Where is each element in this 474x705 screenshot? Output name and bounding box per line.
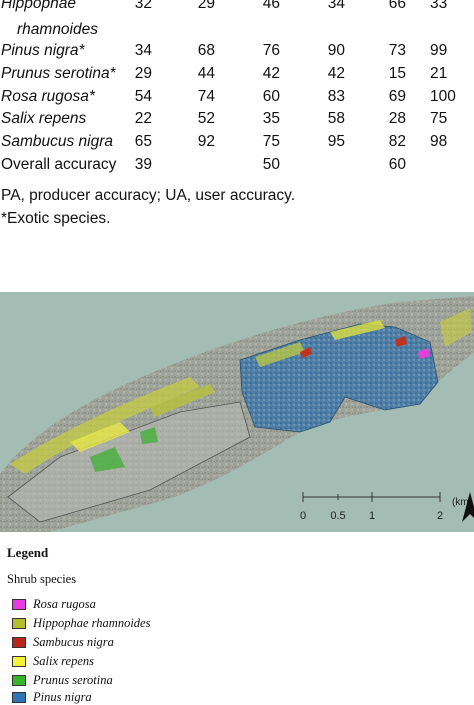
table-cell: 60 [388,156,406,173]
scale-tick-label: 0.5 [330,510,345,522]
table-cell: 22 [134,110,152,127]
species-name: Salix repens [1,110,87,127]
legend-item: Sambucus nigra [12,635,312,651]
overall-accuracy-label: Overall accuracy [1,156,117,173]
table-cell: 34 [134,42,152,59]
legend-label: Rosa rugosa [33,597,96,611]
legend-label: Salix repens [33,654,94,668]
table-cell: 21 [430,65,448,82]
accuracy-table: Hippophae 32 29 46 34 66 33 rhamnoides P… [0,0,474,235]
table-cell: 34 [327,0,345,12]
legend-item: Prunus serotina [12,673,312,689]
table-row: Salix repens 22 52 35 58 28 75 [0,107,474,131]
table-cell: 76 [262,42,280,59]
table-cell: 32 [134,0,152,12]
table-cell: 82 [388,133,406,150]
overall-accuracy-row: Overall accuracy 39 50 60 [0,153,474,177]
scale-bar: 0 0.5 1 2 (km) [300,492,472,522]
table-cell: 68 [197,42,215,59]
table-cell: 74 [197,88,215,105]
table-cell: 46 [262,0,280,12]
table-cell: 33 [430,0,448,12]
table-cell: 58 [327,110,345,127]
table-cell: 54 [134,88,152,105]
legend-swatch [12,692,26,703]
legend-swatch [12,656,26,667]
table-cell: 75 [430,110,448,127]
table-cell: 95 [327,133,345,150]
legend-swatch [12,599,26,610]
table-cell: 52 [197,110,215,127]
legend-label: Hippophae rhamnoides [33,616,151,630]
table-cell: 99 [430,42,448,59]
legend-subtitle: Shrub species [7,572,77,586]
scale-tick-label: 0 [300,510,306,522]
scale-tick-label: 1 [369,510,375,522]
table-cell: 73 [388,42,406,59]
legend-item: Rosa rugosa [12,597,312,613]
legend-swatch [12,637,26,648]
legend-label: Sambucus nigra [33,635,114,649]
species-name: Rosa rugosa* [1,88,95,105]
legend-label: Prunus serotina [33,673,113,687]
legend-item: Hippophae rhamnoides [12,616,312,632]
map-legend: Legend Shrub species Rosa rugosa Hippoph… [0,532,474,705]
table-cell: 44 [197,65,215,82]
species-name-continued: rhamnoides [17,21,98,38]
table-cell: 66 [388,0,406,12]
table-cell: 39 [134,156,152,173]
legend-item: Salix repens [12,654,312,670]
table-row-continuation: rhamnoides [0,18,474,42]
table-cell: 90 [327,42,345,59]
table-row: Pinus nigra* 34 68 76 90 73 99 [0,39,474,63]
table-cell: 83 [327,88,345,105]
table-cell: 29 [197,0,215,12]
table-cell: 92 [197,133,215,150]
table-cell: 15 [388,65,406,82]
table-row: Hippophae 32 29 46 34 66 33 [0,0,474,16]
table-cell: 35 [262,110,280,127]
legend-label: Pinus nigra [33,690,92,704]
footnote-exotic: *Exotic species. [1,210,111,227]
legend-title: Legend [7,545,49,560]
species-name: Prunus serotina* [1,65,116,82]
species-name: Hippophae [1,0,76,12]
table-cell: 75 [262,133,280,150]
table-cell: 29 [134,65,152,82]
table-row: Rosa rugosa* 54 74 60 83 69 100 [0,85,474,109]
species-name: Pinus nigra* [1,42,85,59]
table-row: Sambucus nigra 65 92 75 95 82 98 [0,130,474,154]
map-figure: 0 0.5 1 2 (km) [0,292,474,532]
legend-swatch [12,675,26,686]
legend-swatch [12,618,26,629]
table-cell: 100 [430,88,456,105]
north-arrow-icon [462,492,474,522]
table-cell: 42 [327,65,345,82]
table-cell: 98 [430,133,448,150]
legend-item: Pinus nigra [12,690,312,705]
table-cell: 69 [388,88,406,105]
table-cell: 50 [262,156,280,173]
scale-tick-label: 2 [437,510,443,522]
table-cell: 28 [388,110,406,127]
study-area-map: 0 0.5 1 2 (km) [0,292,474,532]
species-name: Sambucus nigra [1,133,114,150]
table-cell: 60 [262,88,280,105]
table-cell: 42 [262,65,280,82]
vegetation-speckle [10,308,472,474]
scale-unit-label: (km) [452,497,472,508]
table-cell: 65 [134,133,152,150]
table-row: Prunus serotina* 29 44 42 42 15 21 [0,62,474,86]
footnote-abbreviations: PA, producer accuracy; UA, user accuracy… [1,187,296,204]
